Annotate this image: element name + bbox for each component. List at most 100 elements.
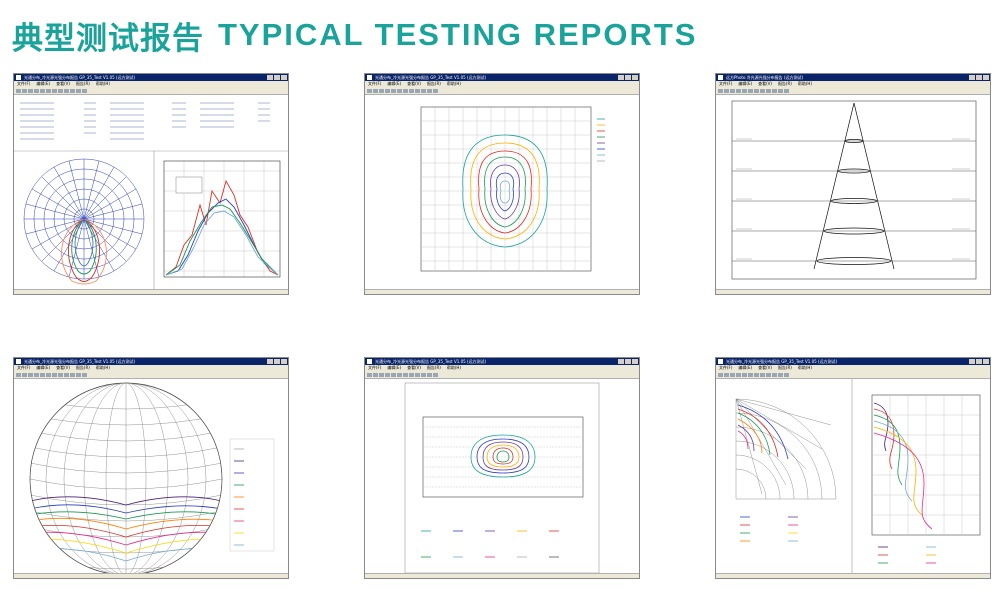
report-window-beam[interactable]: 远方Photo 冷光源光强分布报告 (远方测试) 文件(F) 编辑(E) 查看(V)… [715, 73, 991, 295]
toolbar-icon[interactable] [415, 88, 420, 93]
toolbar-icon[interactable] [397, 88, 402, 93]
toolbar-icon[interactable] [730, 372, 735, 377]
toolbar-icon[interactable] [367, 88, 372, 93]
close-button[interactable] [632, 75, 638, 80]
menu-view[interactable]: 查看(V) [407, 365, 421, 370]
menu-view[interactable]: 查看(V) [56, 81, 70, 86]
toolbar-icon[interactable] [409, 372, 414, 377]
toolbar-icon[interactable] [409, 88, 414, 93]
toolbar-icon[interactable] [742, 88, 747, 93]
toolbar-icon[interactable] [760, 88, 765, 93]
window-titlebar[interactable]: 光通分布_冷光源光强分布报告 GP_35_Test V1.05 (远方测试) [716, 358, 990, 365]
menu-help[interactable]: 帮助(H) [797, 81, 812, 86]
maximize-button[interactable] [625, 75, 631, 80]
window-titlebar[interactable]: 光通分布_冷光源光强分布报告 GP_35_Test V1.05 (远方测试) [14, 358, 288, 365]
menu-edit[interactable]: 编辑(E) [387, 81, 402, 86]
minimize-button[interactable] [969, 75, 975, 80]
toolbar-icon[interactable] [736, 88, 741, 93]
menu-help[interactable]: 帮助(H) [95, 365, 110, 370]
menu-edit[interactable]: 编辑(E) [387, 365, 402, 370]
menu-file[interactable]: 文件(F) [368, 365, 382, 370]
minimize-button[interactable] [969, 359, 975, 364]
toolbar-icon[interactable] [766, 372, 771, 377]
toolbar-icon[interactable] [379, 372, 384, 377]
menu-file[interactable]: 文件(F) [368, 81, 382, 86]
toolbar-icon[interactable] [28, 372, 33, 377]
toolbar-icon[interactable] [52, 372, 57, 377]
toolbar-icon[interactable] [403, 88, 408, 93]
menu-edit[interactable]: 编辑(E) [738, 365, 753, 370]
toolbar-icon[interactable] [46, 372, 51, 377]
close-button[interactable] [281, 75, 287, 80]
toolbar-icon[interactable] [58, 88, 63, 93]
toolbar-icon[interactable] [64, 372, 69, 377]
maximize-button[interactable] [625, 359, 631, 364]
toolbar-icon[interactable] [772, 372, 777, 377]
toolbar-icon[interactable] [34, 88, 39, 93]
toolbar-icon[interactable] [379, 88, 384, 93]
toolbar-icon[interactable] [385, 88, 390, 93]
toolbar-icon[interactable] [373, 88, 378, 93]
toolbar-icon[interactable] [433, 88, 438, 93]
report-window-isolux-rect[interactable]: 光通分布_冷光源光强分布报告 GP_35_Test V1.05 (远方测试) 文… [364, 357, 640, 579]
toolbar-icon[interactable] [748, 88, 753, 93]
menu-help[interactable]: 帮助(H) [797, 365, 812, 370]
menu-help[interactable]: 帮助(H) [95, 81, 110, 86]
maximize-button[interactable] [274, 75, 280, 80]
menu-file[interactable]: 文件(F) [719, 365, 733, 370]
menu-report[interactable]: 报告(R) [777, 365, 792, 370]
toolbar-icon[interactable] [58, 372, 63, 377]
maximize-button[interactable] [976, 359, 982, 364]
toolbar-icon[interactable] [40, 88, 45, 93]
toolbar-icon[interactable] [772, 88, 777, 93]
toolbar-icon[interactable] [385, 372, 390, 377]
toolbar-icon[interactable] [724, 88, 729, 93]
toolbar-icon[interactable] [76, 372, 81, 377]
toolbar-icon[interactable] [778, 372, 783, 377]
toolbar-icon[interactable] [748, 372, 753, 377]
menu-view[interactable]: 查看(V) [758, 365, 772, 370]
toolbar-icon[interactable] [766, 88, 771, 93]
toolbar-icon[interactable] [391, 372, 396, 377]
close-button[interactable] [983, 75, 989, 80]
toolbar-icon[interactable] [760, 372, 765, 377]
toolbar-icon[interactable] [427, 372, 432, 377]
menu-edit[interactable]: 编辑(E) [36, 365, 51, 370]
window-titlebar[interactable]: 光通分布_冷光源光强分布报告 GP_35_Test V1.05 (远方测试) [14, 74, 288, 81]
report-window-polar[interactable]: 光通分布_冷光源光强分布报告 GP_35_Test V1.05 (远方测试) 文… [13, 73, 289, 295]
minimize-button[interactable] [267, 75, 273, 80]
minimize-button[interactable] [267, 359, 273, 364]
window-titlebar[interactable]: 光通分布_冷光源光强分布报告 GP_35_Test V1.05 (远方测试) [365, 358, 639, 365]
toolbar-icon[interactable] [52, 88, 57, 93]
minimize-button[interactable] [618, 359, 624, 364]
menu-report[interactable]: 报告(R) [777, 81, 792, 86]
report-window-quarter-polar[interactable]: 光通分布_冷光源光强分布报告 GP_35_Test V1.05 (远方测试) 文… [715, 357, 991, 579]
toolbar-icon[interactable] [427, 88, 432, 93]
menu-view[interactable]: 查看(V) [56, 365, 70, 370]
toolbar-icon[interactable] [28, 88, 33, 93]
close-button[interactable] [281, 359, 287, 364]
menu-file[interactable]: 文件(F) [719, 81, 733, 86]
menu-report[interactable]: 报告(R) [75, 81, 90, 86]
menu-view[interactable]: 查看(V) [407, 81, 421, 86]
toolbar-icon[interactable] [742, 372, 747, 377]
toolbar-icon[interactable] [46, 88, 51, 93]
toolbar-icon[interactable] [421, 88, 426, 93]
menu-file[interactable]: 文件(F) [17, 81, 31, 86]
toolbar-icon[interactable] [433, 372, 438, 377]
window-titlebar[interactable]: 远方Photo 冷光源光强分布报告 (远方测试) [716, 74, 990, 81]
maximize-button[interactable] [274, 359, 280, 364]
menu-report[interactable]: 报告(R) [75, 365, 90, 370]
toolbar-icon[interactable] [754, 88, 759, 93]
toolbar-icon[interactable] [34, 372, 39, 377]
toolbar-icon[interactable] [784, 372, 789, 377]
toolbar-icon[interactable] [718, 88, 723, 93]
toolbar-icon[interactable] [403, 372, 408, 377]
toolbar-icon[interactable] [70, 372, 75, 377]
minimize-button[interactable] [618, 75, 624, 80]
toolbar-icon[interactable] [76, 88, 81, 93]
menu-file[interactable]: 文件(F) [17, 365, 31, 370]
menu-help[interactable]: 帮助(H) [446, 365, 461, 370]
toolbar-icon[interactable] [391, 88, 396, 93]
toolbar-icon[interactable] [730, 88, 735, 93]
